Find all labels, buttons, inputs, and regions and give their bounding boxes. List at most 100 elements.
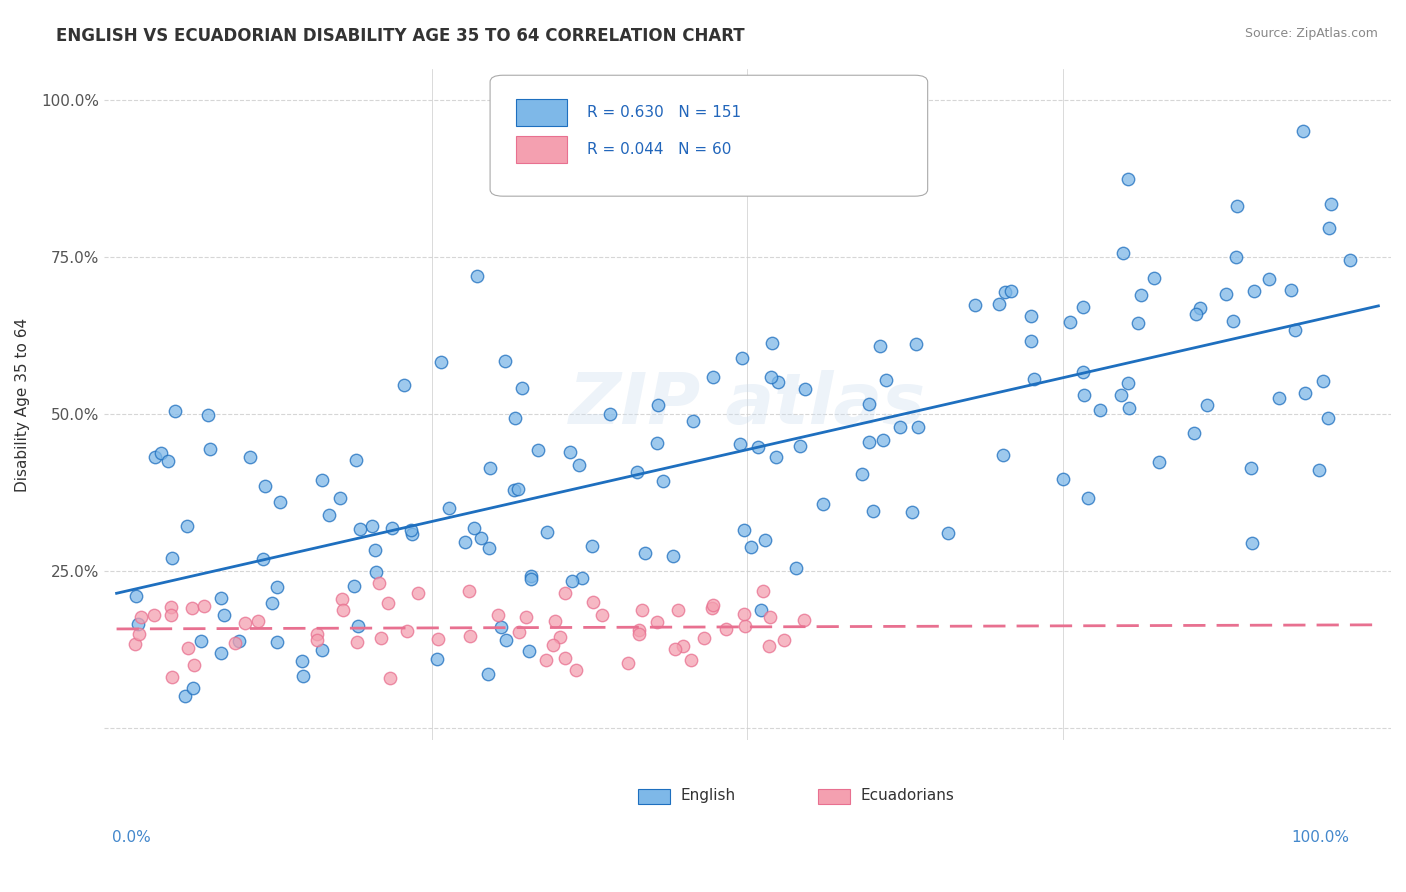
Point [747,440,769,454]
Point [198,442,221,457]
Point [437,500,460,515]
Point [1185,307,1208,321]
Point [228,634,250,648]
Point [759,369,782,384]
Point [1182,426,1205,441]
Point [733,524,755,538]
Point [214,607,236,622]
Point [269,495,291,509]
Point [494,354,516,368]
Point [1279,283,1302,297]
Point [536,525,558,540]
Bar [516,99,567,126]
Point [149,445,172,459]
Point [311,643,333,657]
Point [399,523,422,537]
Point [630,603,652,617]
Point [733,607,755,621]
Point [457,583,479,598]
Point [127,616,149,631]
Point [993,448,1015,462]
Point [377,596,399,610]
Point [454,534,477,549]
Point [209,591,232,606]
Point [486,607,509,622]
Bar [638,789,671,805]
Point [329,491,352,505]
Point [634,546,657,560]
Text: ENGLISH VS ECUADORIAN DISABILITY AGE 35 TO 64 CORRELATION CHART: ENGLISH VS ECUADORIAN DISABILITY AGE 35 … [56,27,745,45]
Point [889,420,911,434]
Point [901,505,924,519]
Point [495,632,517,647]
Point [160,550,183,565]
Point [370,632,392,646]
Point [1118,401,1140,416]
Point [591,607,613,622]
Point [491,619,513,633]
Point [181,681,204,696]
Point [652,474,675,488]
Point [1143,271,1166,285]
Point [224,636,246,650]
Point [872,433,894,447]
Point [1019,334,1042,348]
Point [503,410,526,425]
Point [174,690,197,704]
Point [793,613,815,627]
Point [794,382,817,396]
Point [209,646,232,660]
Point [1308,463,1330,477]
Point [1317,410,1340,425]
Point [181,601,204,615]
Point [1071,365,1094,379]
Point [143,608,166,623]
Point [392,378,415,392]
Point [702,598,724,612]
Point [364,543,387,558]
Point [626,465,648,479]
Point [938,526,960,541]
Point [544,614,567,628]
Point [128,626,150,640]
Point [752,583,775,598]
Point [681,653,703,667]
Point [561,574,583,589]
Point [1052,472,1074,486]
Point [548,630,571,644]
Point [346,619,368,633]
Point [773,633,796,648]
Point [858,397,880,411]
Point [599,407,621,421]
Point [1268,391,1291,405]
Point [1291,124,1313,138]
Point [571,571,593,585]
Point [460,628,482,642]
Point [479,460,502,475]
Point [157,453,180,467]
Point [987,296,1010,310]
FancyBboxPatch shape [491,75,928,196]
Point [177,640,200,655]
Point [1077,491,1099,506]
Point [1059,315,1081,329]
Point [875,373,897,387]
Point [465,268,488,283]
Point [515,610,537,624]
Point [740,540,762,554]
Text: Ecuadorians: Ecuadorians [860,788,955,803]
Point [647,398,669,412]
Text: 0.0%: 0.0% [112,830,152,845]
Point [330,591,353,606]
Point [512,381,534,395]
Point [311,473,333,487]
Text: R = 0.044   N = 60: R = 0.044 N = 60 [586,142,731,157]
Point [568,458,591,472]
Point [367,576,389,591]
Point [1258,272,1281,286]
Point [517,643,540,657]
Point [401,527,423,541]
Point [682,414,704,428]
Point [1241,535,1264,549]
Text: English: English [681,788,735,803]
